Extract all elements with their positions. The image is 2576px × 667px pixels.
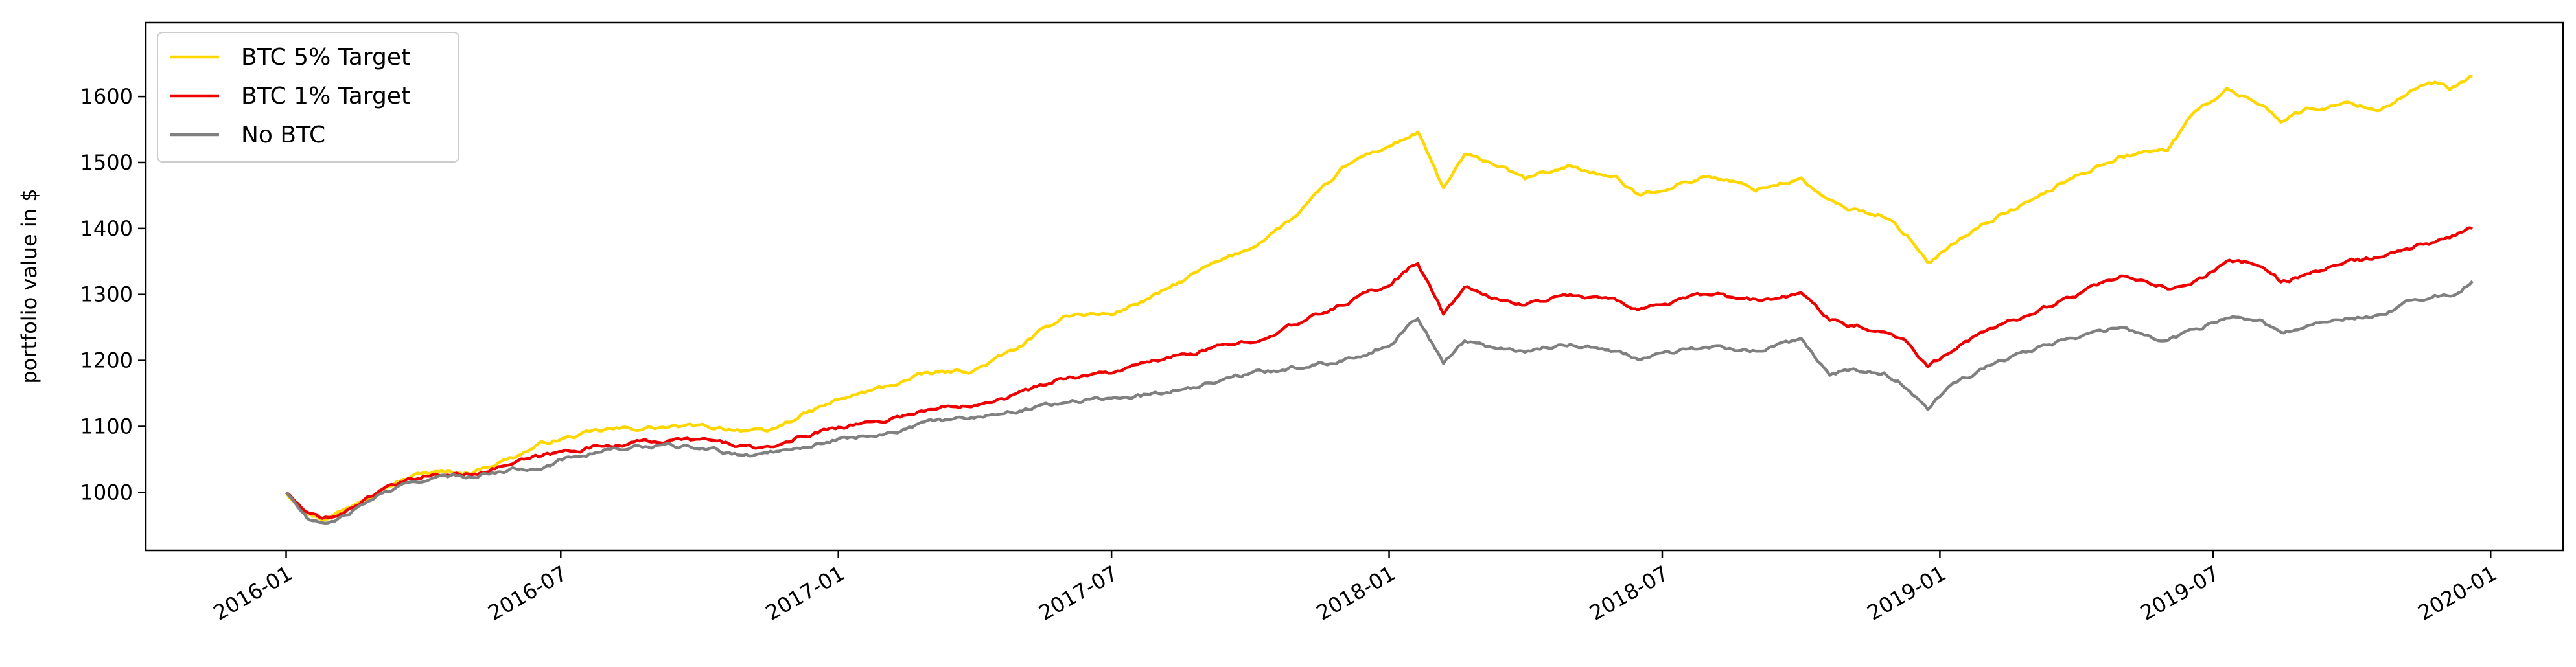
legend-entry-label: BTC 5% Target (241, 44, 410, 71)
y-tick-label: 1200 (80, 348, 133, 373)
legend: BTC 5% Target BTC 1% Target No BTC (157, 32, 459, 163)
plot-frame (145, 21, 2564, 552)
y-tick-label: 1500 (80, 150, 133, 175)
legend-entry-label: BTC 1% Target (241, 83, 410, 109)
y-tick-label: 1600 (80, 84, 133, 109)
legend-box (157, 32, 459, 163)
y-tick-label: 1300 (80, 282, 133, 307)
legend-entry-label: No BTC (241, 122, 325, 148)
series-line-1 (284, 75, 2473, 522)
series-line-2 (285, 226, 2473, 520)
y-tick-label: 1000 (80, 480, 133, 504)
series-line-3 (284, 280, 2474, 525)
y-axis-label: portfolio value in $ (17, 188, 41, 383)
y-axis-ticks: 1000 1100 1200 1300 1400 1500 1600 (80, 84, 146, 504)
y-tick-label: 1400 (80, 216, 133, 241)
y-tick-label: 1100 (80, 414, 133, 438)
series-layer (284, 75, 2474, 525)
